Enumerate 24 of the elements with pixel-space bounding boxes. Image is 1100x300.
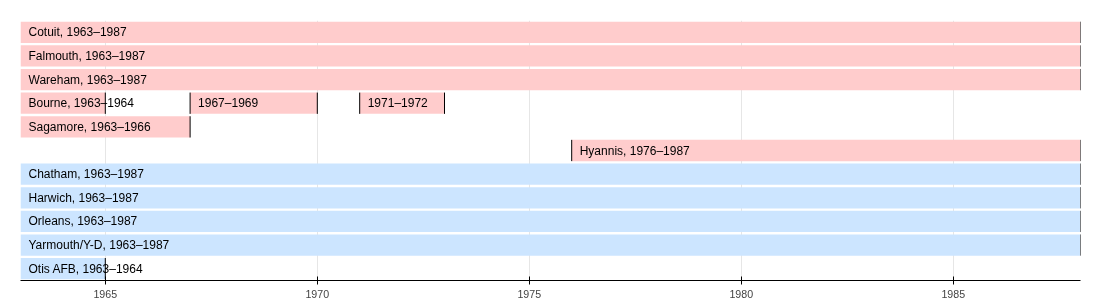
data-label: Wareham, 1963–1987 bbox=[28, 72, 148, 87]
bar bbox=[20, 45, 1081, 67]
data-label: 1967–1969 bbox=[198, 96, 259, 111]
x-tick-label: 1980 bbox=[729, 287, 754, 300]
data-label: Chatham, 1963–1987 bbox=[28, 167, 145, 182]
data-label: Sagamore, 1963–1966 bbox=[28, 119, 151, 134]
data-label: Falmouth, 1963–1987 bbox=[28, 48, 146, 63]
bar bbox=[20, 68, 1081, 91]
data-label: Orleans, 1963–1987 bbox=[28, 214, 138, 229]
bar bbox=[20, 234, 1081, 256]
x-tick-label: 1985 bbox=[941, 287, 966, 300]
data-label: Harwich, 1963–1987 bbox=[28, 190, 139, 205]
x-tick-label: 1965 bbox=[93, 287, 118, 300]
data-label: Yarmouth/Y-D, 1963–1987 bbox=[28, 238, 170, 253]
x-tick-label: 1975 bbox=[517, 287, 542, 300]
data-label: Hyannis, 1976–1987 bbox=[579, 143, 691, 158]
data-label: Cotuit, 1963–1987 bbox=[28, 25, 127, 40]
bar bbox=[20, 210, 1081, 233]
data-label: 1971–1972 bbox=[367, 96, 429, 111]
x-tick-label: 1970 bbox=[305, 287, 330, 300]
bar bbox=[20, 21, 1081, 43]
bar bbox=[20, 187, 1081, 209]
bar bbox=[20, 163, 1081, 185]
bar bbox=[571, 139, 1081, 162]
